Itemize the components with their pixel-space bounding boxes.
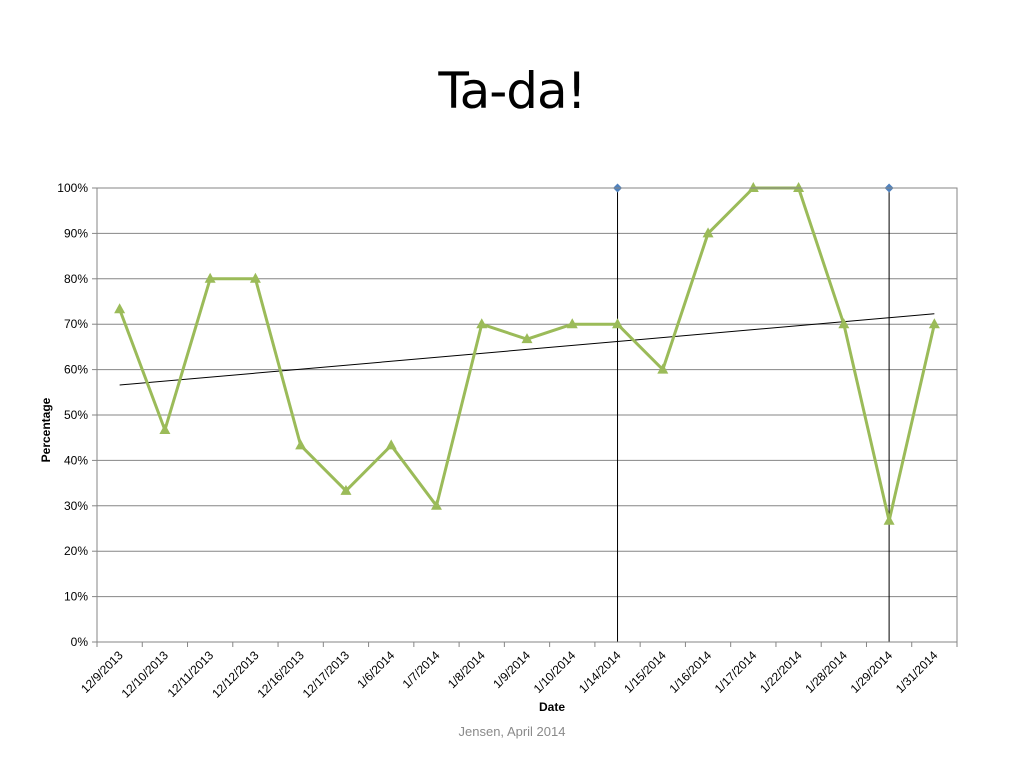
x-tick-label: 1/16/2014: [667, 648, 715, 696]
data-point-marker: [566, 318, 578, 329]
x-tick-label: 12/11/2013: [165, 648, 217, 700]
y-tick-label: 100%: [57, 181, 88, 195]
x-tick-label: 1/9/2014: [490, 648, 533, 691]
x-tick-label: 1/6/2014: [354, 648, 397, 691]
x-tick-label: 1/17/2014: [712, 648, 760, 696]
gridlines: [97, 187, 957, 643]
x-tick-label: 1/31/2014: [893, 648, 941, 696]
series-line: [118, 186, 936, 523]
data-point-marker: [702, 227, 714, 238]
y-tick-label: 80%: [64, 272, 88, 286]
y-tick-label: 40%: [64, 453, 88, 467]
data-point-marker: [747, 182, 759, 192]
tick-labels: 0% 10% 20% 30% 40% 50% 60% 70% 80% 90% 100% 12/9/20…: [57, 181, 940, 701]
y-axis-title: Percentage: [39, 397, 53, 462]
y-tick-label: 0%: [71, 635, 89, 649]
x-axis-title: Date: [539, 700, 565, 714]
x-tick-label: 1/8/2014: [445, 648, 488, 691]
data-point-marker: [249, 272, 261, 283]
y-tick-label: 10%: [64, 590, 88, 604]
data-point-marker: [114, 303, 126, 314]
y-tick-label: 50%: [64, 408, 88, 422]
x-tick-label: 1/15/2014: [621, 648, 669, 696]
data-point-marker: [883, 514, 895, 525]
x-tick-label: 12/12/2013: [209, 648, 262, 701]
slide-footer: Jensen, April 2014: [458, 724, 566, 739]
axes: [92, 187, 958, 647]
y-tick-label: 30%: [64, 499, 88, 513]
data-point-marker: [928, 318, 940, 329]
x-tick-label: 12/17/2013: [300, 648, 353, 701]
x-tick-label: 12/10/2013: [119, 648, 172, 701]
x-tick-label: 1/28/2014: [802, 648, 850, 696]
data-point-marker: [295, 439, 307, 450]
x-tick-label: 1/10/2014: [531, 648, 579, 696]
data-point-marker: [657, 363, 669, 374]
y-tick-label: 90%: [64, 226, 88, 240]
x-tick-label: 1/7/2014: [400, 648, 443, 691]
data-point-marker: [204, 272, 216, 283]
data-point-marker: [838, 318, 850, 329]
x-tick-label: 1/22/2014: [757, 648, 805, 696]
x-tick-label: 12/9/2013: [78, 648, 126, 696]
plot-area-border: [96, 187, 958, 643]
x-tick-label: 1/14/2014: [576, 648, 624, 696]
trendline-segment: [119, 313, 935, 386]
slide-title: Ta-da!: [438, 62, 586, 120]
x-tick-label: 1/29/2014: [848, 648, 896, 696]
data-point-marker: [159, 423, 171, 434]
data-point-marker: [340, 484, 352, 495]
data-point-marker: [612, 318, 624, 329]
y-tick-label: 20%: [64, 544, 88, 558]
data-point-marker: [385, 439, 397, 450]
trendline: [119, 313, 935, 386]
y-tick-label: 70%: [64, 317, 88, 331]
data-point-marker: [476, 318, 488, 329]
phase-change-lines: [613, 183, 894, 642]
y-tick-label: 60%: [64, 363, 88, 377]
data-point-marker: [521, 333, 533, 344]
x-tick-label: 12/16/2013: [254, 648, 307, 701]
data-point-marker: [793, 182, 805, 192]
data-point-marker: [430, 499, 442, 510]
